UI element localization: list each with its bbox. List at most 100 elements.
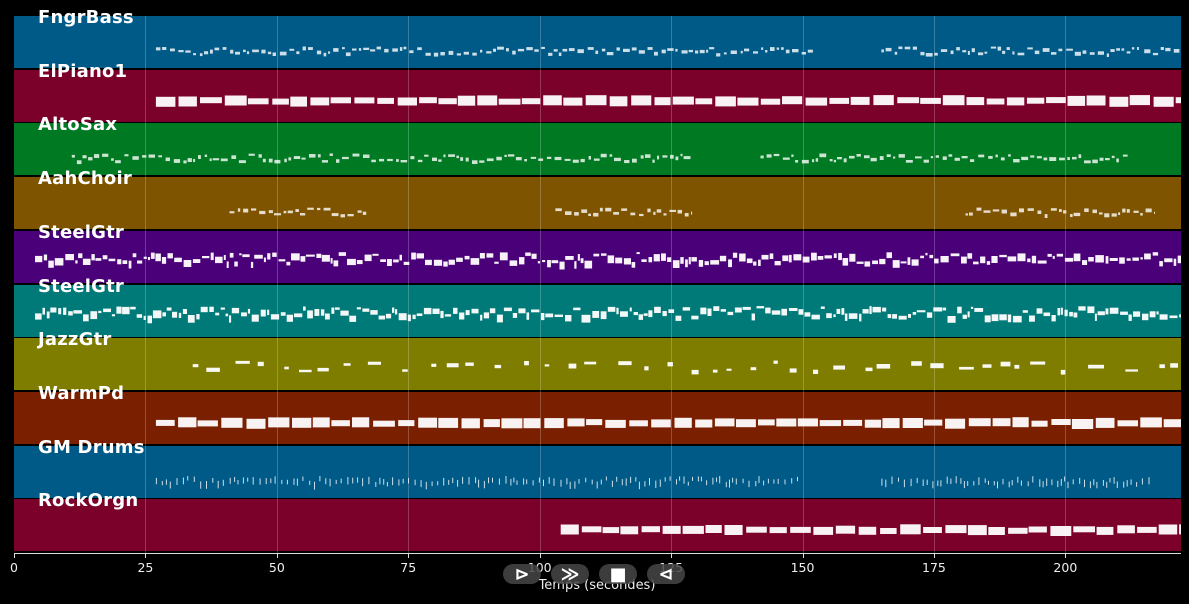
x-tick: [1065, 553, 1067, 558]
note: [548, 476, 550, 484]
note: [1042, 48, 1050, 52]
note: [1097, 51, 1104, 55]
note: [234, 261, 238, 267]
note: [781, 47, 784, 50]
note: [1126, 209, 1130, 213]
note: [1129, 94, 1150, 105]
note: [1105, 158, 1110, 161]
note: [705, 525, 722, 534]
note: [542, 259, 546, 262]
note: [691, 256, 697, 262]
note: [659, 479, 661, 487]
note: [226, 261, 229, 268]
note: [635, 476, 637, 482]
note: [601, 48, 606, 52]
note: [623, 257, 631, 265]
note: [1071, 418, 1094, 429]
note: [477, 95, 498, 106]
note: [1109, 96, 1129, 107]
note: [1142, 313, 1149, 320]
note: [967, 252, 973, 259]
note: [730, 50, 737, 54]
note: [707, 308, 712, 316]
stop-button[interactable]: ■: [599, 564, 637, 585]
note: [452, 477, 454, 483]
note: [446, 363, 459, 368]
note: [270, 478, 272, 483]
note: [419, 96, 437, 103]
note: [379, 159, 385, 162]
note: [600, 310, 607, 319]
note: [345, 52, 351, 57]
note: [545, 313, 554, 317]
note: [1133, 210, 1139, 213]
note: [565, 211, 572, 216]
rewind-button[interactable]: ⊲: [647, 564, 685, 585]
note: [573, 307, 581, 310]
note: [724, 525, 743, 536]
note: [531, 309, 540, 312]
note: [1028, 526, 1047, 533]
note: [1060, 307, 1063, 315]
note: [572, 160, 579, 164]
note: [672, 96, 694, 105]
play-button[interactable]: ⊳: [503, 564, 541, 585]
note: [636, 251, 640, 254]
note: [384, 48, 389, 53]
note: [1179, 524, 1181, 535]
note: [321, 254, 330, 262]
note: [254, 254, 263, 259]
note: [629, 307, 632, 311]
note: [363, 47, 370, 50]
note: [1140, 256, 1143, 260]
note: [331, 213, 339, 217]
note: [215, 312, 220, 315]
note: [956, 47, 960, 51]
track-name: WarmPd: [38, 382, 125, 404]
note: [1116, 158, 1119, 163]
fast-forward-button[interactable]: ≫: [551, 564, 589, 585]
note: [354, 97, 375, 104]
note: [986, 98, 1005, 105]
note: [471, 308, 479, 313]
note: [973, 480, 975, 486]
note: [982, 364, 992, 368]
note: [444, 313, 452, 317]
note: [574, 480, 576, 489]
note: [670, 155, 674, 160]
note: [898, 46, 903, 50]
note: [554, 157, 562, 161]
note: [1094, 313, 1097, 321]
note: [997, 46, 1002, 51]
note: [357, 210, 362, 213]
note: [165, 478, 167, 485]
note: [683, 156, 691, 160]
note: [946, 476, 948, 484]
note: [409, 50, 414, 54]
note: [907, 257, 911, 265]
note: [961, 256, 967, 264]
note: [771, 309, 781, 315]
note: [217, 480, 219, 488]
note: [929, 254, 934, 258]
note: [486, 253, 494, 258]
note: [272, 52, 276, 56]
note: [352, 477, 354, 483]
note: [935, 155, 939, 159]
note: [462, 476, 464, 484]
note: [1031, 420, 1048, 427]
note: [176, 477, 178, 485]
note: [700, 476, 702, 481]
note: [286, 261, 291, 266]
note: [479, 160, 485, 164]
note: [183, 160, 187, 164]
note: [692, 476, 693, 481]
note: [317, 368, 329, 372]
note: [358, 48, 362, 51]
note: [934, 52, 938, 56]
note: [625, 477, 627, 486]
note: [986, 260, 991, 265]
x-axis: [14, 553, 1181, 554]
note: [192, 258, 201, 263]
note: [652, 159, 655, 164]
